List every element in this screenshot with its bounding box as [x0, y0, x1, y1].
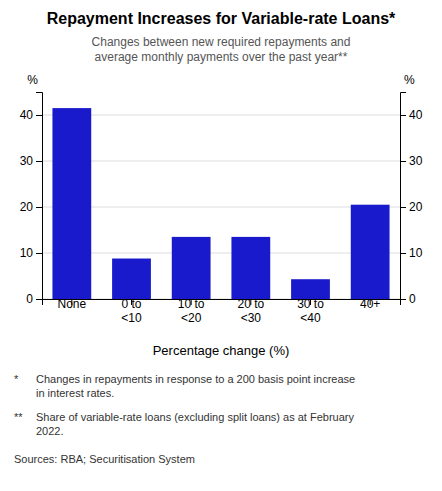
footnote-line: in interest rates. [36, 387, 114, 399]
tick: 30 to<40 [297, 297, 324, 325]
y2-axis-label: % [404, 73, 415, 87]
tick-label-line: 30 to [297, 297, 324, 311]
tick: 30 [20, 154, 42, 168]
tick: 10 [20, 246, 42, 260]
tick-mark [36, 161, 42, 162]
bars [52, 108, 389, 299]
tick-mark [400, 115, 406, 116]
tick: 10 [400, 246, 423, 260]
tick-label-line: 20 to [237, 297, 264, 311]
bar [231, 237, 270, 299]
tick: 20 [20, 200, 42, 214]
tick-label: 20 [20, 200, 34, 214]
tick-mark [36, 253, 42, 254]
tick-label: 0 [409, 292, 416, 306]
subtitle-line: Changes between new required repayments … [92, 35, 351, 49]
tick-label-line: 10 to [178, 297, 205, 311]
bar [351, 205, 390, 299]
tick-label-line: <20 [181, 311, 202, 325]
tick-mark [36, 207, 42, 208]
tick-label-line: <40 [300, 311, 321, 325]
tick: None [57, 297, 86, 311]
tick-label: 20 to<30 [237, 297, 264, 325]
bar [52, 108, 91, 299]
tick-mark [400, 253, 406, 254]
tick-mark [36, 115, 42, 116]
tick-label-line: None [57, 297, 86, 311]
tick: 0 [26, 292, 42, 306]
tick: 20 to<30 [237, 297, 264, 325]
tick-label-line: 40+ [360, 297, 380, 311]
tick-label: 30 [409, 154, 423, 168]
x-axis: None 0 to<10 10 to<20 20 to<30 30 to<40 40+ [43, 297, 401, 325]
tick: 30 [400, 154, 423, 168]
tick-label-line: 0 to [121, 297, 141, 311]
footnote: Changes in repayments in response to a 2… [36, 373, 355, 399]
tick: 40 [400, 108, 423, 122]
footnote: Share of variable-rate loans (excluding … [36, 411, 354, 437]
subtitle-line: average monthly payments over the past y… [95, 50, 348, 64]
grid-line [42, 253, 400, 254]
x-axis-label: Percentage change (%) [153, 343, 290, 358]
y-axis: 0 10 20 30 40 [20, 93, 43, 307]
tick-label: 30 to<40 [297, 297, 324, 325]
grid-line [42, 207, 400, 208]
tick-label-line: <10 [121, 311, 142, 325]
axis-line [36, 93, 43, 300]
tick-label: 0 to<10 [121, 297, 142, 325]
tick-mark [400, 161, 406, 162]
y2-axis: 0 10 20 30 40 [400, 93, 423, 307]
axis-line [43, 300, 401, 306]
tick-mark [400, 207, 406, 208]
title: Repayment Increases for Variable-rate Lo… [47, 10, 396, 27]
tick-label-line: <30 [241, 311, 262, 325]
tick: 0 to<10 [121, 297, 142, 325]
tick-mark [36, 299, 42, 300]
tick: 0 [400, 292, 416, 306]
chart: Repayment Increases for Variable-rate Lo… [0, 0, 442, 491]
footnote-line: Share of variable-rate loans (excluding … [36, 411, 354, 423]
tick-label: None [57, 297, 86, 311]
plot: 0 10 20 30 40 0 10 20 30 40 None 0 to<10 10 to<20 20 … [20, 73, 423, 358]
tick-label: 10 [20, 246, 34, 260]
footnote-symbol: ** [14, 411, 23, 423]
footnote-line: 2022. [36, 425, 64, 437]
grid-line [42, 161, 400, 162]
tick: 20 [400, 200, 423, 214]
y-axis-label: % [27, 73, 38, 87]
tick-label: 40+ [360, 297, 380, 311]
footnote-line: Changes in repayments in response to a 2… [36, 373, 355, 385]
tick-label: 40 [409, 108, 423, 122]
source: Sources: RBA; Securitisation System [14, 453, 195, 465]
tick-label: 30 [20, 154, 34, 168]
tick-label: 0 [26, 292, 33, 306]
grid-line [42, 115, 400, 116]
bar [112, 259, 151, 299]
bar [172, 237, 211, 299]
tick-label: 40 [20, 108, 34, 122]
tick: 40 [20, 108, 42, 122]
grid [42, 115, 400, 299]
tick-label: 20 [409, 200, 423, 214]
footnote-symbol: * [14, 373, 19, 385]
tick-label: 10 [409, 246, 423, 260]
axis-line [401, 93, 407, 300]
tick: 10 to<20 [178, 297, 205, 325]
tick: 40+ [360, 297, 380, 311]
subtitle: Changes between new required repayments … [92, 35, 351, 64]
tick-label: 10 to<20 [178, 297, 205, 325]
